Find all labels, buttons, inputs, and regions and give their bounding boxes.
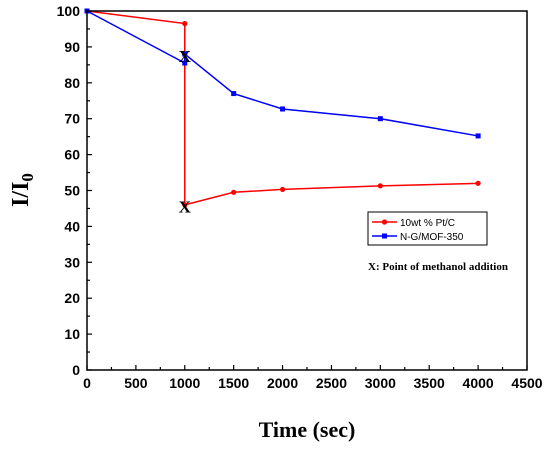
series-point-1 bbox=[280, 106, 286, 112]
series-point-1 bbox=[182, 51, 188, 57]
methanol-marker: X bbox=[179, 198, 192, 217]
series-point-0 bbox=[377, 183, 383, 189]
x-tick-label: 3500 bbox=[414, 375, 445, 391]
y-tick-label: 30 bbox=[64, 254, 80, 270]
legend-box bbox=[367, 211, 488, 246]
y-tick-label: 10 bbox=[64, 326, 80, 342]
y-tick-label: 70 bbox=[64, 111, 80, 127]
x-tick-label: 4000 bbox=[463, 375, 494, 391]
y-tick-label: 20 bbox=[64, 290, 80, 306]
y-tick-label: 100 bbox=[57, 3, 81, 19]
x-tick-label: 1000 bbox=[169, 375, 200, 391]
methanol-marker: X bbox=[179, 47, 192, 66]
series-point-0 bbox=[182, 202, 188, 208]
x-tick-label: 0 bbox=[83, 375, 91, 391]
y-tick-label: 90 bbox=[64, 39, 80, 55]
series-point-0 bbox=[475, 180, 481, 186]
series-point-1 bbox=[231, 91, 237, 97]
y-tick-label: 80 bbox=[64, 75, 80, 91]
x-tick-label: 2000 bbox=[267, 375, 298, 391]
x-tick-label: 500 bbox=[124, 375, 148, 391]
x-tick-label: 4500 bbox=[511, 375, 542, 391]
legend-marker-ngmof bbox=[382, 233, 387, 239]
series-point-1 bbox=[182, 60, 188, 66]
y-tick-label: 0 bbox=[72, 362, 80, 378]
y-axis-title-subscript: 0 bbox=[18, 173, 37, 182]
y-tick-label: 40 bbox=[64, 218, 80, 234]
plot-frame bbox=[86, 10, 528, 371]
y-tick-label: 50 bbox=[64, 183, 80, 199]
series-point-0 bbox=[279, 186, 286, 193]
annotation-layer: XX bbox=[179, 47, 192, 217]
series-point-0 bbox=[231, 189, 237, 195]
x-tick-label: 1500 bbox=[218, 375, 249, 391]
series-layer bbox=[84, 8, 481, 208]
x-tick-label: 2500 bbox=[316, 375, 347, 391]
x-axis-title: Time (sec) bbox=[259, 417, 356, 442]
legend-label-ngmof: N-G/MOF-350 bbox=[400, 232, 464, 243]
tick-layer: 0 500 1000 1500 2000 2500 3000 3500 4000 4500 0 10 2… bbox=[57, 3, 543, 391]
series-point-1 bbox=[377, 116, 383, 122]
series-line-1 bbox=[86, 10, 479, 137]
x-tick-label: 3000 bbox=[365, 375, 396, 391]
series-point-0 bbox=[182, 20, 188, 27]
legend-marker-ptc bbox=[381, 219, 388, 225]
y-tick-label: 60 bbox=[64, 147, 80, 163]
legend: 10wt % Pt/C N-G/MOF-350 bbox=[367, 211, 488, 246]
y-axis-title: I/I0 bbox=[8, 173, 37, 207]
series-point-1 bbox=[475, 133, 481, 139]
legend-label-ptc: 10wt % Pt/C bbox=[400, 218, 455, 229]
methanol-note: X: Point of methanol addition bbox=[368, 261, 508, 273]
